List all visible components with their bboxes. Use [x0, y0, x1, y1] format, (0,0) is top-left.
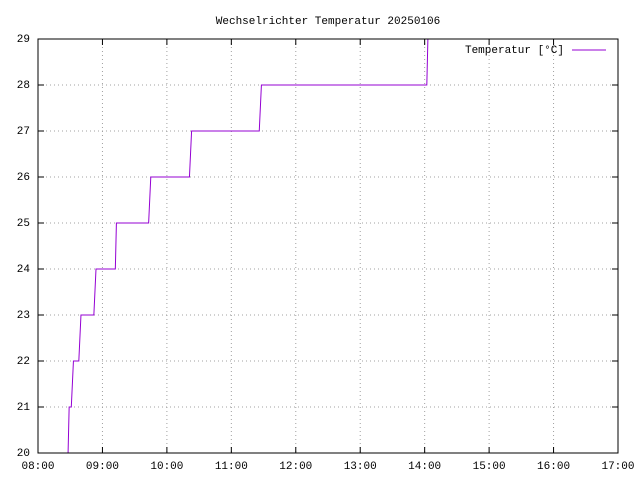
x-tick-label: 13:00: [344, 461, 377, 473]
legend-label: Temperatur [°C]: [465, 45, 564, 57]
y-tick-label: 28: [17, 80, 30, 92]
x-tick-label: 11:00: [215, 461, 248, 473]
x-tick-label: 10:00: [150, 461, 183, 473]
y-tick-label: 29: [17, 34, 30, 46]
x-tick-label: 12:00: [279, 461, 312, 473]
x-tick-label: 09:00: [86, 461, 119, 473]
y-tick-label: 21: [17, 402, 31, 414]
y-tick-label: 20: [17, 448, 30, 460]
x-tick-label: 17:00: [601, 461, 634, 473]
y-tick-label: 22: [17, 356, 30, 368]
line: [67, 39, 429, 453]
plot-border: [37, 38, 619, 454]
y-tick-label: 26: [17, 172, 30, 184]
x-tick-label: 15:00: [473, 461, 506, 473]
y-tick-label: 24: [17, 264, 31, 276]
x-tick-label: 14:00: [408, 461, 441, 473]
y-tick-label: 27: [17, 126, 30, 138]
x-tick-label: 16:00: [537, 461, 570, 473]
y-tick-label: 23: [17, 310, 30, 322]
x-tick-label: 08:00: [21, 461, 54, 473]
chart-title: Wechselrichter Temperatur 20250106: [216, 16, 440, 28]
y-tick-label: 25: [17, 218, 30, 230]
